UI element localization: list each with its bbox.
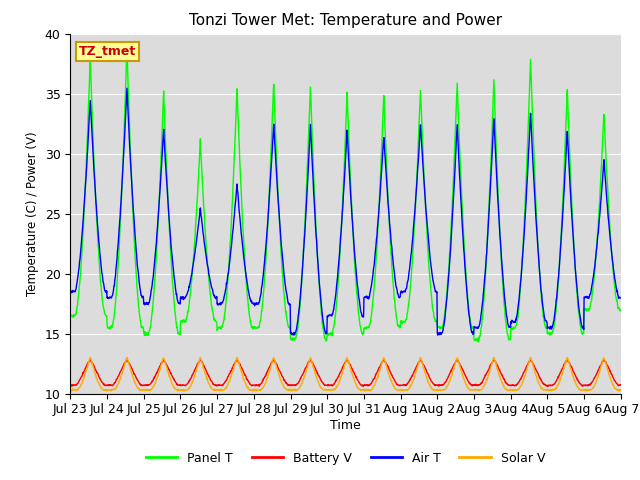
Solar V — [67, 387, 74, 393]
Panel T — [176, 330, 184, 336]
Air T — [552, 302, 559, 308]
Battery V — [359, 384, 367, 389]
Air T — [176, 300, 184, 306]
Air T — [616, 295, 624, 301]
Battery V — [616, 382, 624, 388]
Line: Solar V: Solar V — [70, 358, 620, 391]
Solar V — [251, 388, 259, 394]
Panel T — [504, 331, 511, 337]
Panel T — [431, 317, 439, 323]
Battery V — [176, 382, 184, 388]
Air T — [251, 303, 259, 309]
Air T — [504, 317, 511, 323]
Legend: Panel T, Battery V, Air T, Solar V: Panel T, Battery V, Air T, Solar V — [141, 447, 550, 469]
Battery V — [431, 383, 439, 388]
Air T — [123, 85, 131, 91]
Battery V — [251, 382, 259, 388]
Solar V — [175, 388, 183, 394]
Battery V — [504, 382, 511, 387]
Solar V — [189, 378, 196, 384]
Panel T — [251, 325, 259, 331]
Solar V — [233, 355, 241, 360]
Line: Panel T: Panel T — [70, 48, 620, 342]
Panel T — [123, 45, 131, 51]
Panel T — [474, 339, 482, 345]
Solar V — [504, 387, 511, 393]
Y-axis label: Temperature (C) / Power (V): Temperature (C) / Power (V) — [26, 132, 39, 296]
Air T — [189, 262, 197, 268]
X-axis label: Time: Time — [330, 419, 361, 432]
Air T — [67, 291, 74, 297]
Line: Battery V: Battery V — [70, 360, 620, 386]
Battery V — [552, 379, 559, 384]
Panel T — [616, 308, 624, 313]
Battery V — [160, 357, 168, 362]
Panel T — [552, 311, 559, 316]
Battery V — [189, 371, 197, 376]
Air T — [434, 332, 442, 338]
Line: Air T: Air T — [70, 88, 620, 335]
Battery V — [67, 382, 74, 387]
Solar V — [431, 387, 439, 393]
Air T — [431, 287, 439, 293]
Solar V — [552, 385, 559, 391]
Solar V — [361, 388, 369, 394]
Title: Tonzi Tower Met: Temperature and Power: Tonzi Tower Met: Temperature and Power — [189, 13, 502, 28]
Panel T — [67, 311, 74, 317]
Text: TZ_tmet: TZ_tmet — [79, 45, 136, 58]
Solar V — [616, 387, 624, 393]
Panel T — [189, 260, 197, 265]
